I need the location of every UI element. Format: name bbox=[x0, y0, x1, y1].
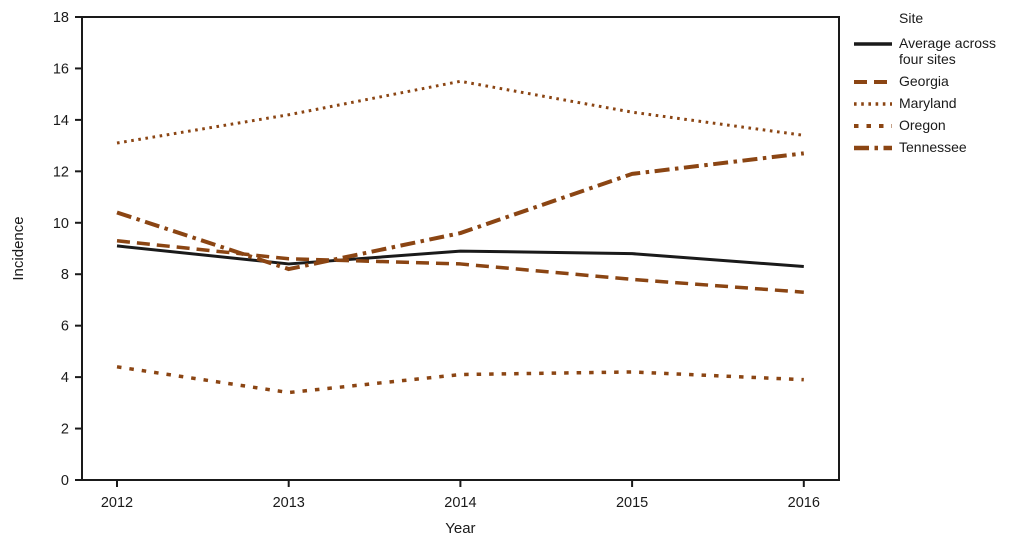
series-line-average-across-four-sites bbox=[116, 244, 804, 269]
series-line-oregon bbox=[116, 365, 804, 395]
x-tick-label: 2016 bbox=[788, 495, 820, 511]
legend-item-oregon: Oregon bbox=[853, 117, 1017, 133]
plot-border bbox=[81, 16, 840, 481]
y-tick-label: 18 bbox=[53, 10, 69, 26]
x-tick-label: 2013 bbox=[273, 495, 305, 511]
legend-item-label: Georgia bbox=[899, 73, 949, 89]
y-tick-label: 2 bbox=[61, 422, 69, 438]
y-tick-label: 14 bbox=[53, 113, 69, 129]
legend-item-label: Tennessee bbox=[899, 139, 967, 155]
legend-swatch-line bbox=[854, 102, 892, 106]
x-axis-title: Year bbox=[445, 520, 475, 537]
series-line-georgia bbox=[116, 239, 804, 294]
legend-swatch-line bbox=[854, 124, 892, 128]
x-tick-label: 2014 bbox=[444, 495, 476, 511]
legend-item-tennessee: Tennessee bbox=[853, 139, 1017, 155]
y-tick-label: 16 bbox=[53, 61, 69, 77]
legend-item-average-across-four-sites: Average across four sites bbox=[853, 35, 1017, 67]
legend-item-georgia: Georgia bbox=[853, 73, 1017, 89]
legend-swatch-line bbox=[854, 145, 892, 151]
x-tick-label: 2012 bbox=[101, 495, 133, 511]
y-tick-label: 0 bbox=[61, 473, 69, 489]
legend-item-label: Maryland bbox=[899, 95, 957, 111]
legend-swatch-line bbox=[854, 80, 892, 84]
legend-title: Site bbox=[899, 10, 924, 26]
y-tick-label: 10 bbox=[53, 216, 69, 232]
y-tick-label: 6 bbox=[61, 319, 69, 335]
y-tick-label: 4 bbox=[61, 370, 69, 386]
legend-item-maryland: Maryland bbox=[853, 95, 1017, 111]
legend: Site Average across four sites Georgia M… bbox=[853, 10, 1017, 161]
x-tick-label: 2015 bbox=[616, 495, 648, 511]
series-line-tennessee bbox=[116, 151, 805, 272]
legend-items: Average across four sites Georgia Maryla… bbox=[853, 35, 1017, 155]
legend-item-label: Average across four sites bbox=[899, 35, 997, 67]
y-axis-title: Incidence bbox=[10, 216, 27, 280]
y-tick-label: 12 bbox=[53, 164, 69, 180]
series-line-maryland bbox=[116, 79, 805, 145]
legend-swatch-line bbox=[854, 42, 892, 46]
y-tick-label: 8 bbox=[61, 267, 69, 283]
legend-item-label: Oregon bbox=[899, 117, 946, 133]
